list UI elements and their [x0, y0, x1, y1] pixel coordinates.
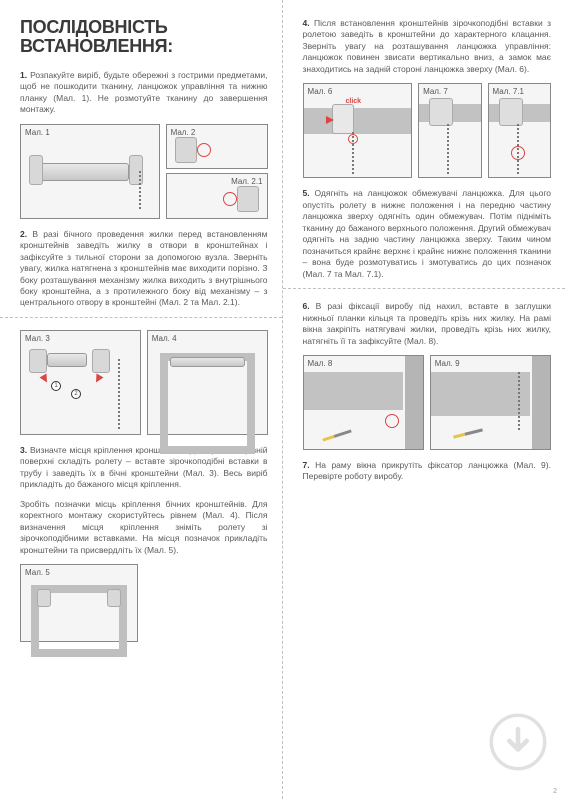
step-4: 4. Після встановлення кронштейнів зірочк… [303, 18, 552, 75]
step-6-text: В разі фіксації виробу під нахил, вставт… [303, 301, 552, 345]
figure-7: Мал. 7 [418, 83, 481, 178]
step-7-text: На раму вікна прикрутіть фіксатор ланцюж… [303, 460, 551, 481]
divider-2 [283, 288, 565, 289]
figrow-8-9: Мал. 8 Мал. 9 [303, 355, 552, 450]
step-2-text: В разі бічного проведення жилки перед вс… [20, 229, 268, 308]
figure-5: Мал. 5 [20, 564, 138, 642]
fig3-bracket-l [29, 349, 47, 373]
fig6-mech [332, 104, 354, 134]
fig2-bracket [175, 137, 197, 163]
step-5-text: Одягніть на ланцюжок обмежувачі ланцюжка… [303, 188, 552, 278]
fig5-bracket-r [107, 589, 121, 607]
figure-1-label: Мал. 1 [25, 128, 50, 137]
fig3-arrow1 [40, 373, 51, 384]
step-5-num: 5. [303, 188, 310, 198]
figure-6-label: Мал. 6 [308, 87, 333, 96]
fig71-mech [499, 98, 523, 126]
figrow-5: Мал. 5 [20, 564, 268, 642]
figure-8: Мал. 8 [303, 355, 424, 450]
fig7-mech [429, 98, 453, 126]
left-column: ПОСЛІДОВНІСТЬ ВСТАНОВЛЕННЯ: 1. Розпакуйт… [0, 0, 283, 799]
page-number: 2 [553, 788, 557, 795]
fig5-bracket-l [37, 589, 51, 607]
fig1-chain [139, 171, 141, 211]
fig8-shade [304, 372, 403, 410]
figrow-3-4: Мал. 3 1 2 Мал. 4 [20, 330, 268, 435]
figure-9-label: Мал. 9 [435, 359, 460, 368]
fig9-frame [532, 356, 550, 449]
figure-2-1: Мал. 2.1 [166, 173, 268, 219]
figure-7-1: Мал. 7.1 [488, 83, 551, 178]
fig8-frame [405, 356, 423, 449]
fig3-chain [118, 359, 120, 429]
click-label: click [346, 98, 362, 105]
fig1-tube [39, 163, 129, 181]
step-3-text2: Зробіть позначки місць кріплення бічних … [20, 499, 268, 555]
step-1-num: 1. [20, 70, 27, 80]
fig1-bracket-l [29, 155, 43, 185]
step-6-num: 6. [303, 301, 310, 311]
fig6-shade [304, 108, 412, 134]
fig2-circle [197, 143, 211, 157]
fig4-tube [170, 357, 245, 367]
right-column: 4. Після встановлення кронштейнів зірочк… [283, 0, 565, 799]
figure-4-label: Мал. 4 [152, 334, 177, 343]
fig3-tube [47, 353, 87, 367]
fig9-chain [518, 372, 520, 432]
figrow-1-2: Мал. 1 Мал. 2 Мал. 2.1 [20, 124, 268, 219]
fig3-num1: 1 [51, 381, 61, 391]
fig21-circle [223, 192, 237, 206]
figure-7-1-label: Мал. 7.1 [493, 87, 524, 96]
fig1-bracket-r [129, 155, 143, 185]
fig71-circ [511, 146, 525, 160]
figure-6: Мал. 6 click [303, 83, 413, 178]
figure-4: Мал. 4 [147, 330, 268, 435]
page-title: ПОСЛІДОВНІСТЬ ВСТАНОВЛЕННЯ: [20, 18, 268, 56]
fig6-circ [348, 134, 358, 144]
step-3-num: 3. [20, 445, 27, 455]
figure-9: Мал. 9 [430, 355, 551, 450]
watermark-icon [489, 713, 547, 771]
step-7: 7. На раму вікна прикрутіть фіксатор лан… [303, 460, 552, 483]
fig6-arrow [326, 116, 334, 124]
step-1: 1. Розпакуйте виріб, будьте обережні з г… [20, 70, 268, 116]
fig8-circ [385, 414, 399, 428]
fig7-chain [447, 124, 449, 174]
figure-3: Мал. 3 1 2 [20, 330, 141, 435]
fig8-screwdriver [322, 429, 351, 441]
fig3-arrow2 [92, 373, 103, 384]
divider-1 [0, 317, 282, 318]
fig3-bracket-r [92, 349, 110, 373]
fig9-shade [431, 372, 530, 416]
figrow-6-7: Мал. 6 click Мал. 7 Мал. 7.1 [303, 83, 552, 178]
figure-1: Мал. 1 [20, 124, 160, 219]
fig4-frame [160, 353, 255, 454]
figure-5-label: Мал. 5 [25, 568, 50, 577]
figure-3-label: Мал. 3 [25, 334, 50, 343]
figcol-2: Мал. 2 Мал. 2.1 [166, 124, 268, 219]
step-1-text: Розпакуйте виріб, будьте обережні з гост… [20, 70, 268, 114]
step-3b: Зробіть позначки місць кріплення бічних … [20, 499, 268, 556]
figure-2-1-label: Мал. 2.1 [231, 177, 262, 186]
step-2: 2. В разі бічного проведення жилки перед… [20, 229, 268, 309]
step-7-num: 7. [303, 460, 310, 470]
fig9-screwdriver [453, 428, 483, 438]
figure-7-label: Мал. 7 [423, 87, 448, 96]
figure-2-label: Мал. 2 [171, 128, 196, 137]
step-2-num: 2. [20, 229, 27, 239]
page: ПОСЛІДОВНІСТЬ ВСТАНОВЛЕННЯ: 1. Розпакуйт… [0, 0, 565, 799]
figure-8-label: Мал. 8 [308, 359, 333, 368]
fig21-bracket [237, 186, 259, 212]
step-5: 5. Одягніть на ланцюжок обмежувачі ланцю… [303, 188, 552, 280]
figure-2: Мал. 2 [166, 124, 268, 170]
step-4-num: 4. [303, 18, 310, 28]
step-6: 6. В разі фіксації виробу під нахил, вст… [303, 301, 552, 347]
fig3-num2: 2 [71, 389, 81, 399]
step-4-text: Після встановлення кронштейнів зірочкопо… [303, 18, 552, 74]
